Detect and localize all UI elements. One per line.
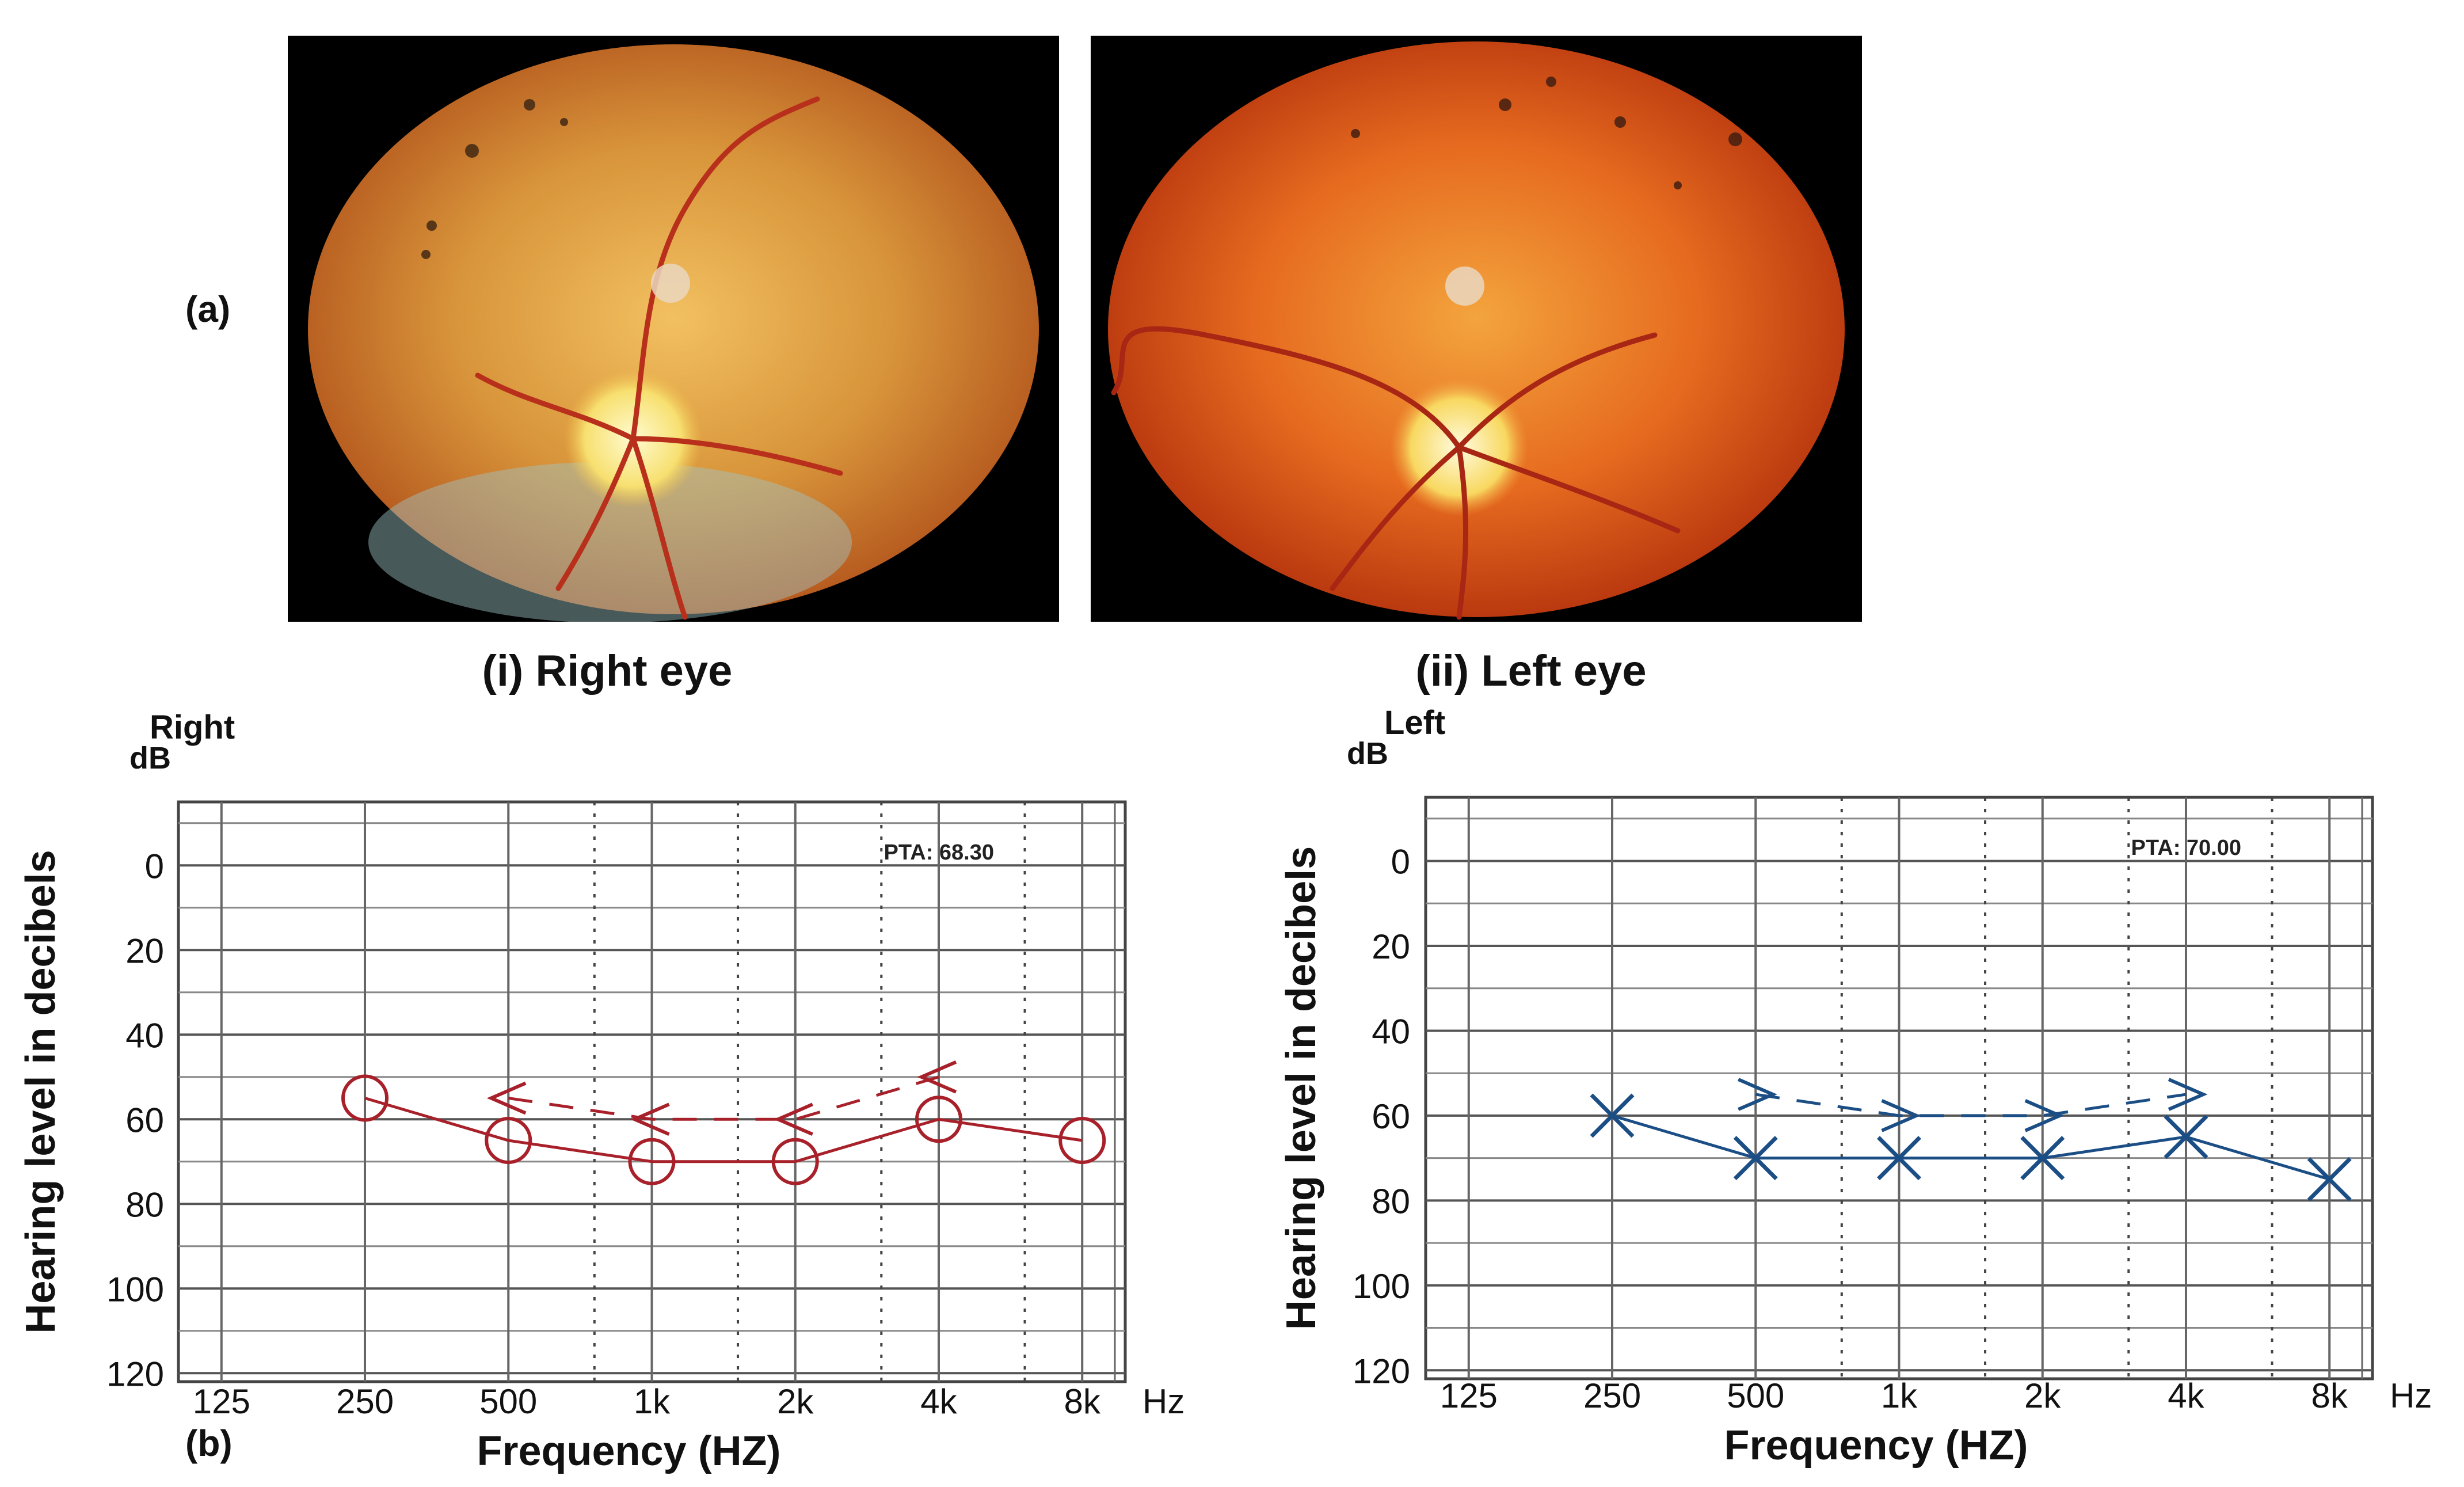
series-line	[1755, 1093, 2187, 1117]
data-point-x	[1590, 1093, 1635, 1138]
y-tick-label: 60	[1372, 1097, 1410, 1136]
fundus-background	[308, 44, 1039, 614]
data-point-bracket-right	[1738, 1078, 1777, 1111]
data-point-x	[2020, 1136, 2065, 1181]
series-line	[508, 1075, 939, 1121]
data-point-x	[1733, 1136, 1778, 1181]
x-tick-label: 125	[193, 1382, 250, 1421]
data-point-x	[2307, 1157, 2352, 1201]
x-tick-label: 8k	[1064, 1382, 1101, 1421]
series-line	[1612, 1114, 2330, 1181]
data-point-x	[1877, 1136, 1921, 1181]
y-tick-label: 60	[125, 1101, 164, 1139]
x-tick-label: 500	[479, 1382, 537, 1421]
pigment-spots	[421, 99, 568, 259]
data-point-x	[2164, 1115, 2208, 1159]
series-line	[364, 1097, 1083, 1163]
data-point-bracket-left	[917, 1060, 957, 1094]
left-audiogram: 0 20 40 60 80 100 120 125 250 500 1k 2k 4k 8k Hz dBLeft…	[1278, 704, 2432, 1469]
left-eye-caption: (ii) Left eye	[1415, 646, 1647, 695]
lens-artifact	[1445, 267, 1484, 306]
data-point-circle	[485, 1117, 532, 1165]
y-tick-label: 80	[125, 1185, 164, 1224]
data-point-bracket-left	[630, 1102, 670, 1136]
y-axis-title: Hearing level in decibels	[18, 850, 64, 1333]
y-tick-label: 40	[1372, 1012, 1410, 1051]
x-tick-label: 500	[1727, 1376, 1784, 1415]
pale-reflex-area	[368, 462, 852, 622]
retinal-vessels	[475, 96, 843, 620]
chart-title: Left	[1384, 704, 1445, 741]
y-unit-label: dB	[130, 741, 171, 775]
series->	[1738, 1078, 2208, 1132]
right-eye-caption: (i) Right eye	[482, 646, 733, 695]
fundus-background	[1108, 41, 1845, 617]
x-tick-label: 8k	[2311, 1376, 2348, 1415]
y-axis-title: Hearing level in decibels	[1278, 846, 1324, 1330]
y-tick-label: 100	[106, 1270, 164, 1309]
x-tick-label: 250	[1583, 1376, 1641, 1415]
x-tick-label: 125	[1440, 1376, 1498, 1415]
chart-title: Right	[150, 709, 235, 746]
data-point-circle	[341, 1074, 389, 1122]
series-x	[1590, 1093, 2352, 1201]
data-point-circle	[1058, 1117, 1106, 1165]
data-point-circle	[915, 1096, 962, 1143]
y-unit-label: dB	[1347, 736, 1388, 771]
retinal-vessels	[1111, 326, 1681, 620]
panel-a-label: (a)	[185, 288, 231, 330]
pta-label: PTA: 68.30	[884, 841, 994, 865]
y-tick-label: 0	[1391, 843, 1410, 881]
y-tick-label: 80	[1372, 1182, 1410, 1220]
right-audiogram: 0 20 40 60 80 100 120 125 250 500 1k 2k 4k 8k Hz dBRigh…	[18, 709, 1185, 1474]
pigment-spots	[1351, 77, 1742, 189]
right-eye-fundus-photo	[288, 36, 1059, 622]
x-axis-title: Frequency (HZ)	[477, 1428, 780, 1474]
y-tick-label: 100	[1353, 1267, 1410, 1306]
data-point-circle	[771, 1138, 819, 1185]
x-tick-label: 2k	[2024, 1376, 2061, 1415]
x-tick-label: 4k	[920, 1382, 957, 1421]
left-eye-fundus-photo	[1091, 36, 1862, 622]
data-point-bracket-right	[2168, 1078, 2208, 1111]
x-axis-title: Frequency (HZ)	[1724, 1423, 2028, 1469]
x-tick-label: 1k	[1881, 1376, 1918, 1415]
data-point-bracket-left	[774, 1102, 813, 1136]
data-point-bracket-left	[486, 1081, 527, 1115]
x-tick-label: 250	[336, 1382, 394, 1421]
x-unit-label: Hz	[2390, 1376, 2432, 1415]
y-tick-label: 120	[106, 1355, 164, 1393]
lens-artifact	[651, 264, 690, 303]
y-tick-label: 20	[1372, 927, 1410, 966]
series-circle	[341, 1074, 1106, 1185]
y-tick-label: 120	[1353, 1352, 1410, 1390]
panel-b-label: (b)	[185, 1423, 233, 1464]
y-tick-label: 20	[125, 931, 164, 970]
data-point-bracket-right	[2024, 1099, 2065, 1132]
x-tick-label: 1k	[634, 1382, 671, 1421]
y-tick-label: 40	[125, 1016, 164, 1055]
data-point-circle	[628, 1138, 676, 1185]
data-point-bracket-right	[1881, 1099, 1921, 1132]
series-<	[486, 1060, 957, 1136]
pta-label: PTA: 70.00	[2131, 836, 2241, 860]
x-tick-label: 4k	[2168, 1376, 2204, 1415]
x-unit-label: Hz	[1142, 1382, 1185, 1421]
y-tick-label: 0	[145, 847, 164, 885]
x-tick-label: 2k	[777, 1382, 814, 1421]
